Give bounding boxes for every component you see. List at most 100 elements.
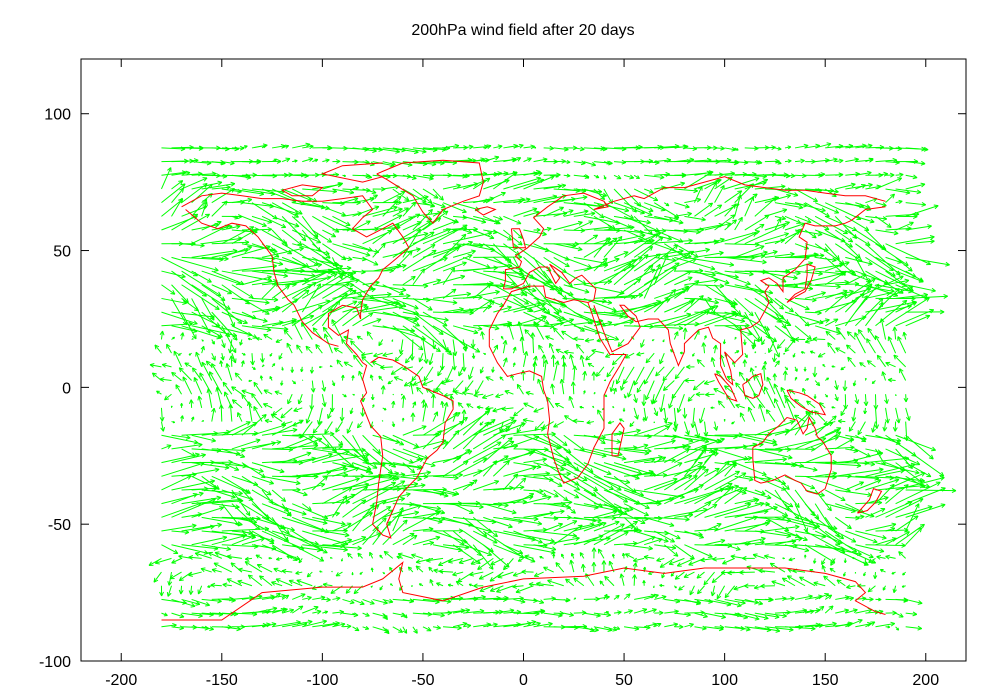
wind-vector bbox=[312, 609, 322, 615]
wind-vector bbox=[159, 330, 165, 340]
wind-vector bbox=[251, 441, 276, 450]
wind-vector bbox=[171, 434, 191, 440]
wind-vector bbox=[241, 389, 253, 395]
wind-vector bbox=[593, 146, 605, 151]
wind-vector bbox=[201, 420, 205, 423]
wind-vector bbox=[865, 596, 874, 602]
wind-vector bbox=[181, 298, 199, 312]
wind-vector bbox=[573, 211, 596, 217]
wind-vector bbox=[624, 144, 643, 150]
wind-vector bbox=[885, 193, 895, 204]
wind-vector bbox=[553, 174, 559, 178]
wind-vector bbox=[324, 421, 333, 435]
wind-vector bbox=[171, 336, 176, 340]
wind-vector bbox=[742, 555, 755, 561]
wind-vector bbox=[684, 530, 705, 539]
wind-vector bbox=[815, 142, 832, 149]
wind-vector bbox=[606, 366, 615, 378]
wind-vector bbox=[855, 170, 872, 176]
wind-vector bbox=[607, 420, 615, 425]
wind-vector bbox=[824, 243, 840, 261]
wind-vector bbox=[262, 158, 282, 164]
wind-vector bbox=[513, 407, 524, 417]
wind-vector bbox=[857, 421, 866, 436]
wind-vector bbox=[784, 339, 796, 353]
wind-vector bbox=[690, 407, 696, 428]
wind-vector bbox=[201, 201, 208, 217]
wind-vector bbox=[222, 582, 232, 588]
wind-vector bbox=[412, 188, 433, 204]
wind-vector bbox=[764, 251, 795, 258]
wind-vector bbox=[714, 229, 760, 245]
wind-vector bbox=[601, 560, 607, 573]
wind-vector bbox=[554, 402, 564, 409]
wind-vector bbox=[231, 245, 271, 258]
wind-vector bbox=[903, 394, 909, 403]
wind-vector bbox=[478, 571, 494, 580]
wind-vector bbox=[704, 221, 731, 231]
wind-vector bbox=[897, 336, 907, 354]
wind-vector bbox=[734, 284, 774, 295]
wind-vector bbox=[392, 283, 429, 289]
wind-vector bbox=[837, 418, 846, 424]
wind-vector bbox=[855, 479, 882, 491]
wind-vector bbox=[784, 261, 814, 272]
wind-vector bbox=[483, 215, 501, 225]
wind-vector bbox=[270, 413, 283, 422]
wind-vector bbox=[597, 548, 605, 559]
wind-vector bbox=[570, 381, 576, 395]
coastline bbox=[474, 206, 497, 216]
wind-vector bbox=[847, 356, 856, 368]
wind-vector bbox=[352, 243, 373, 252]
wind-vector bbox=[684, 278, 719, 286]
wind-vector bbox=[846, 584, 856, 590]
wind-vector bbox=[875, 483, 895, 505]
wind-vector bbox=[361, 352, 373, 357]
wind-vector bbox=[817, 352, 826, 358]
wind-vector bbox=[513, 598, 526, 604]
wind-vector bbox=[422, 626, 432, 632]
wind-vector bbox=[483, 155, 500, 163]
wind-vector bbox=[530, 332, 536, 354]
wind-vector bbox=[774, 188, 799, 197]
wind-vector bbox=[794, 489, 816, 517]
wind-vector bbox=[402, 147, 427, 154]
wind-vector bbox=[442, 288, 457, 299]
wind-vector bbox=[181, 177, 208, 190]
wind-vector bbox=[432, 202, 446, 209]
wind-vector bbox=[251, 226, 272, 232]
wind-vector bbox=[211, 624, 232, 630]
wind-vector bbox=[261, 145, 266, 149]
wind-vector bbox=[416, 386, 424, 395]
wind-vector bbox=[501, 406, 514, 412]
wind-vector bbox=[905, 182, 926, 190]
wind-vector bbox=[211, 489, 236, 499]
wind-vector bbox=[513, 178, 545, 190]
wind-vector bbox=[794, 325, 812, 340]
wind-vector bbox=[538, 344, 545, 354]
wind-vector bbox=[523, 509, 565, 518]
wind-vector bbox=[497, 571, 514, 579]
wind-vector bbox=[885, 188, 911, 195]
wind-vector bbox=[583, 434, 622, 444]
wind-vector bbox=[309, 366, 315, 374]
wind-vector bbox=[887, 377, 896, 383]
wind-vector bbox=[609, 380, 615, 392]
wind-vector bbox=[553, 209, 574, 217]
wind-vector bbox=[654, 215, 684, 225]
wind-vector bbox=[823, 575, 836, 587]
wind-vector bbox=[821, 564, 826, 573]
wind-vector bbox=[593, 188, 606, 201]
wind-vector bbox=[824, 605, 834, 614]
wind-vector bbox=[533, 270, 568, 300]
wind-vector bbox=[714, 185, 725, 203]
wind-vector bbox=[322, 158, 330, 163]
wind-vector bbox=[319, 570, 323, 573]
wind-vector bbox=[895, 199, 903, 205]
wind-vector bbox=[415, 557, 434, 564]
wind-vector bbox=[726, 375, 735, 381]
wind-vector bbox=[553, 524, 583, 546]
wind-vector bbox=[754, 284, 785, 310]
wind-vector bbox=[442, 460, 469, 477]
wind-vector bbox=[803, 554, 807, 559]
